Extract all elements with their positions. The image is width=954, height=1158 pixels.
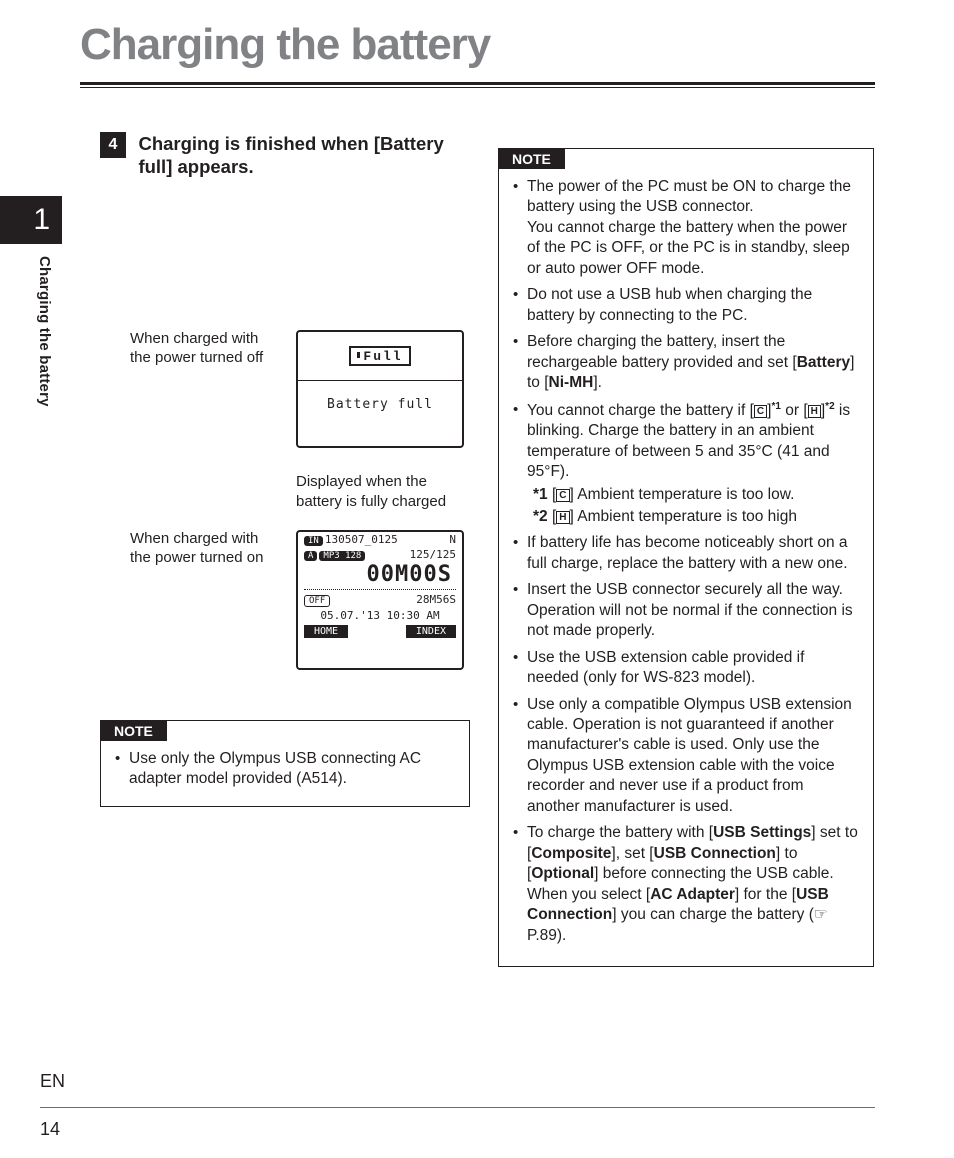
note-item: You cannot charge the battery if []*1 or… <box>527 400 859 528</box>
note-item: Use only a compatible Olympus USB extens… <box>527 695 859 818</box>
lcd-a-pill: A <box>304 551 317 561</box>
lcd-file: 130507_0125 <box>325 533 398 546</box>
title-rule-thin <box>80 87 875 88</box>
sup: *1 <box>771 401 780 412</box>
note-item: Do not use a USB hub when charging the b… <box>527 285 859 326</box>
lcd-dotline <box>304 589 456 590</box>
step-heading-post: ] appears. <box>166 156 253 177</box>
b: *1 <box>533 486 548 503</box>
sup: *2 <box>825 401 834 412</box>
sub-note: *2 [] Ambient temperature is too high <box>527 507 859 527</box>
t: To charge the battery with [ <box>527 824 713 841</box>
b: Optional <box>531 865 594 882</box>
lcd-home-button: HOME <box>304 625 348 638</box>
bold: Battery <box>797 354 850 371</box>
t: ] for the [ <box>735 886 796 903</box>
chapter-tab: 1 <box>0 196 62 244</box>
step-number-badge: 4 <box>100 132 126 158</box>
lcd-timer: 00M00S <box>298 562 462 587</box>
temp-high-icon <box>808 405 821 418</box>
lcd-divider <box>298 380 462 381</box>
note-text: The power of the PC must be ON to charge… <box>527 178 851 215</box>
b: AC Adapter <box>650 886 735 903</box>
language-label: EN <box>40 1071 65 1092</box>
t: You cannot charge the battery if [ <box>527 402 754 419</box>
temp-low-icon <box>754 405 767 418</box>
t: When you select [ <box>527 886 650 903</box>
temp-low-icon <box>556 489 569 502</box>
title-rule <box>80 82 875 85</box>
lcd-count: 125/125 <box>410 548 456 561</box>
battery-full-icon: Full <box>349 346 410 366</box>
left-column: 4 Charging is finished when [Battery ful… <box>100 132 470 178</box>
caption-power-on: When charged with the power turned on <box>130 530 280 568</box>
t: ] before connecting the USB cable. <box>594 865 834 882</box>
step-heading-pre: Charging is finished when [ <box>138 133 380 154</box>
lcd-buttons: HOME INDEX <box>298 623 462 642</box>
t: ]. <box>593 374 602 391</box>
note-left-item: Use only the Olympus USB connecting AC a… <box>129 749 455 790</box>
note-box-left: NOTE Use only the Olympus USB connecting… <box>100 720 470 807</box>
lcd-index-button: INDEX <box>406 625 456 638</box>
lcd-screen-simple: Full Battery full <box>296 330 464 448</box>
b: Composite <box>531 845 611 862</box>
lcd-n: N <box>449 533 456 546</box>
note-item: Insert the USB connector securely all th… <box>527 580 859 641</box>
b: USB Settings <box>713 824 811 841</box>
lcd-row-1: IN130507_0125 N <box>298 532 462 547</box>
lcd-in-pill: IN <box>304 536 323 546</box>
lcd-remain: 28M56S <box>416 593 456 606</box>
footer-rule <box>40 1107 875 1108</box>
caption-power-off: When charged with the power turned off <box>130 330 280 368</box>
bold: Ni-MH <box>549 374 594 391</box>
t: Ambient temperature is too high <box>574 508 797 525</box>
step-heading: Charging is finished when [Battery full]… <box>138 132 468 178</box>
page-title: Charging the battery <box>80 20 490 70</box>
lcd-mp3-pill: MP3 128 <box>319 551 365 561</box>
page-number: 14 <box>40 1119 60 1140</box>
lcd-row-2: AMP3 128 125/125 <box>298 547 462 562</box>
t: or [ <box>781 402 808 419</box>
note-label: NOTE <box>498 148 565 169</box>
side-section-label: Charging the battery <box>36 256 53 407</box>
lcd-date: 05.07.'13 10:30 AM <box>298 608 462 623</box>
note-label: NOTE <box>100 720 167 741</box>
note-item: To charge the battery with [USB Settings… <box>527 823 859 946</box>
note-item: The power of the PC must be ON to charge… <box>527 177 859 279</box>
sub-note: *1 [] Ambient temperature is too low. <box>527 485 859 505</box>
caption-charged-full: Displayed when the battery is fully char… <box>296 472 476 511</box>
lcd-battery-full-text: Battery full <box>298 397 462 412</box>
lcd-screen-detail: IN130507_0125 N AMP3 128 125/125 00M00S … <box>296 530 464 670</box>
note-item: If battery life has become noticeably sh… <box>527 533 859 574</box>
t: ], set [ <box>611 845 653 862</box>
note-text: You cannot charge the battery when the p… <box>527 219 850 277</box>
note-box-right: NOTE The power of the PC must be ON to c… <box>498 148 874 967</box>
note-item: Before charging the battery, insert the … <box>527 332 859 393</box>
temp-high-icon <box>556 511 569 524</box>
lcd-off: OFF <box>304 595 330 607</box>
t: Ambient temperature is too low. <box>574 486 795 503</box>
t: Before charging the battery, insert the … <box>527 333 797 370</box>
b: *2 <box>533 508 548 525</box>
b: USB Connection <box>654 845 776 862</box>
lcd-row-4: OFF 28M56S <box>298 592 462 608</box>
note-item: Use the USB extension cable provided if … <box>527 648 859 689</box>
right-column: NOTE The power of the PC must be ON to c… <box>498 132 874 967</box>
